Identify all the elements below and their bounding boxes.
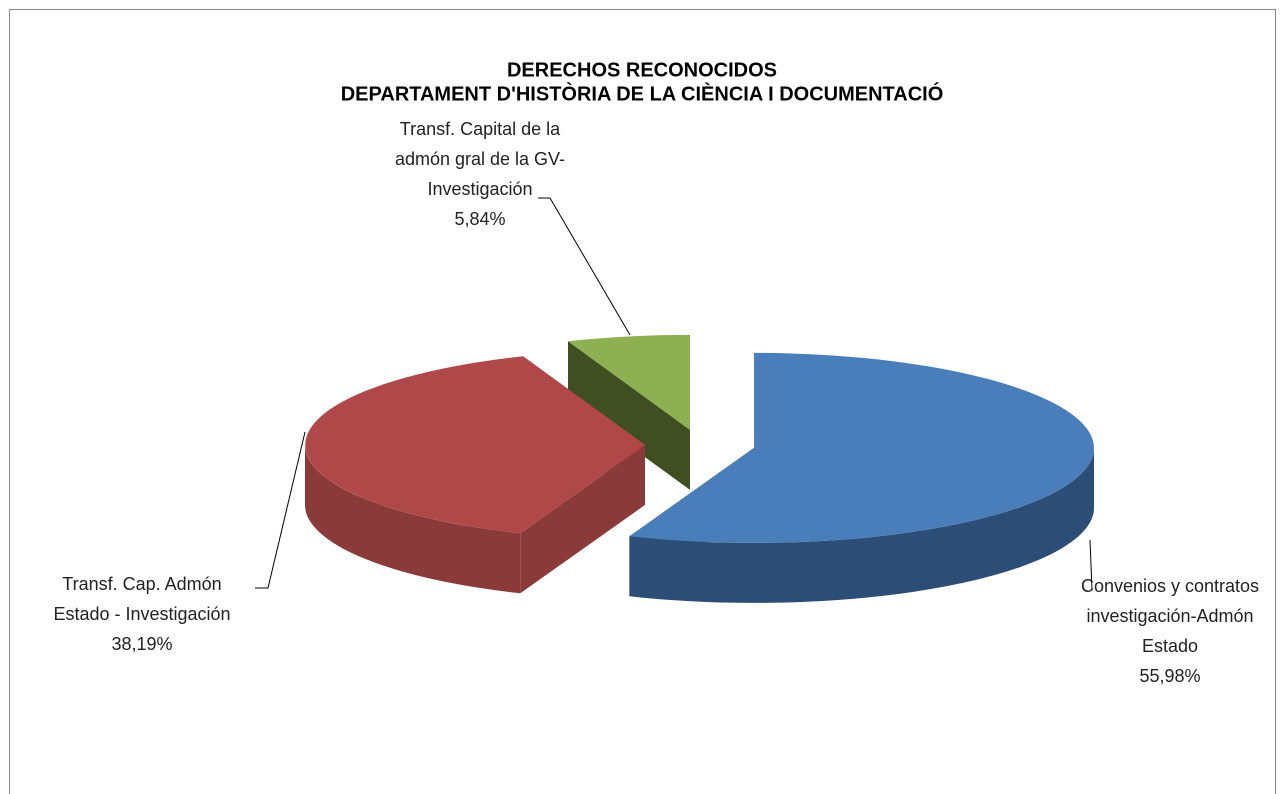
slice-outer-wall bbox=[629, 447, 1094, 603]
pie-slice bbox=[568, 334, 690, 490]
slice-top bbox=[568, 334, 690, 430]
slice-top bbox=[305, 356, 646, 534]
data-label-category: Estado bbox=[1142, 636, 1198, 656]
data-label-category: Investigación bbox=[427, 179, 532, 199]
slice-radial-wall bbox=[568, 341, 690, 490]
pie-slice bbox=[629, 352, 1094, 603]
data-label-category: Estado - Investigación bbox=[53, 604, 230, 624]
data-label-category: Transf. Cap. Admón bbox=[62, 574, 221, 594]
data-label-value: 55,98% bbox=[1139, 666, 1200, 686]
leader-line bbox=[1089, 539, 1093, 591]
chart-title: DERECHOS RECONOCIDOS bbox=[507, 59, 777, 81]
slice-top bbox=[629, 352, 1094, 543]
data-label-value: 5,84% bbox=[454, 209, 505, 229]
leader-line bbox=[255, 431, 306, 589]
data-label-value: 38,19% bbox=[111, 634, 172, 654]
chart-subtitle: DEPARTAMENT D'HISTÒRIA DE LA CIÈNCIA I D… bbox=[341, 81, 944, 105]
data-label-category: Transf. Capital de la bbox=[400, 119, 561, 139]
data-label-category: investigación-Admón bbox=[1086, 606, 1253, 626]
pie-slice bbox=[304, 356, 646, 594]
leader-line bbox=[538, 197, 631, 336]
data-label-category: Convenios y contratos bbox=[1081, 576, 1259, 596]
slice-outer-wall bbox=[304, 444, 521, 594]
data-label-category: admón gral de la GV- bbox=[395, 149, 565, 169]
